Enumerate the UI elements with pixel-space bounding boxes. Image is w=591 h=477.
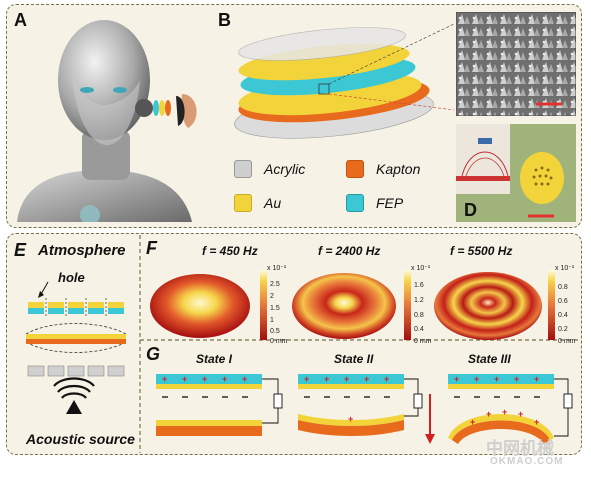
svg-text:+: + [304, 374, 309, 384]
sem-microstructure-image [456, 12, 576, 116]
legend-swatch-fep [346, 194, 364, 212]
svg-text:+: + [348, 414, 353, 424]
svg-text:+: + [486, 409, 491, 419]
svg-text:+: + [470, 417, 475, 427]
svg-text:+: + [364, 374, 369, 384]
freq-label-450: f = 450 Hz [202, 244, 258, 258]
panel-e-schematic [25, 281, 127, 414]
atmosphere-label: Atmosphere [38, 242, 126, 259]
legend-swatch-kapton [346, 160, 364, 178]
watermark-en: OKMAO.COM [490, 456, 564, 467]
svg-text:+: + [514, 374, 519, 384]
panel-dividers [139, 235, 580, 453]
panel-label-f: F [146, 238, 157, 258]
cbar1-tick: 1.5 [270, 305, 280, 312]
svg-text:+: + [324, 374, 329, 384]
legend-label-au: Au [264, 195, 282, 211]
cbar1-tick: 0 mm [270, 338, 288, 345]
state-label-3: State III [468, 352, 511, 366]
svg-text:+: + [502, 407, 507, 417]
acoustic-source-label: Acoustic source [26, 431, 135, 447]
cbar2-exponent: x 10⁻¹ [411, 265, 431, 272]
svg-text:+: + [242, 374, 247, 384]
svg-text:+: + [162, 374, 167, 384]
svg-text:+: + [474, 374, 479, 384]
legend-label-kapton: Kapton [376, 161, 421, 177]
state-label-2: State II [334, 352, 374, 366]
cbar2-tick: 0.8 [414, 312, 424, 319]
panel-label-g: G [146, 344, 161, 364]
robot-head-illustration [17, 20, 197, 222]
cbar1-tick: 1 [270, 317, 274, 324]
device-photo [456, 124, 576, 222]
panel-label-d: D [464, 200, 477, 220]
svg-text:+: + [202, 374, 207, 384]
cbar3-tick: 0.4 [558, 312, 568, 319]
cbar1-tick: 2 [270, 293, 274, 300]
cbar2-tick: 1.2 [414, 297, 424, 304]
state-label-1: State I [196, 352, 233, 366]
svg-text:+: + [454, 374, 459, 384]
panel-label-b: B [218, 10, 231, 30]
vibration-mode-plots [150, 270, 555, 340]
watermark-cn: 中网机械 [486, 439, 554, 459]
working-states-diagram: + + + + + + + + + + + + + + + + + + + + + [156, 374, 573, 444]
panel-label-a: A [14, 10, 27, 30]
legend-swatch-acrylic [234, 160, 252, 178]
svg-text:+: + [384, 374, 389, 384]
hole-label: hole [58, 270, 85, 285]
cbar1-exponent: x 10⁻¹ [267, 265, 287, 272]
cbar1-tick: 0.5 [270, 328, 280, 335]
svg-text:+: + [534, 417, 539, 427]
svg-text:+: + [344, 374, 349, 384]
cbar3-tick: 0.8 [558, 284, 568, 291]
speaker-icon [53, 377, 95, 414]
legend-label-acrylic: Acrylic [264, 161, 306, 177]
svg-text:+: + [494, 374, 499, 384]
cbar2-tick: 0 mm [414, 338, 432, 345]
layered-device-exploded-view [234, 23, 455, 139]
svg-text:+: + [222, 374, 227, 384]
freq-label-2400: f = 2400 Hz [318, 244, 381, 258]
cbar3-tick: 0 mm [558, 338, 576, 345]
panel-label-e: E [14, 240, 27, 260]
cbar3-exponent: x 10⁻¹ [555, 265, 575, 272]
legend-label-fep: FEP [376, 195, 404, 211]
svg-text:+: + [182, 374, 187, 384]
cbar3-tick: 0.6 [558, 298, 568, 305]
cbar2-tick: 0.4 [414, 326, 424, 333]
svg-text:+: + [534, 374, 539, 384]
freq-label-5500: f = 5500 Hz [450, 244, 513, 258]
cbar1-tick: 2.5 [270, 281, 280, 288]
cbar3-tick: 0.2 [558, 326, 568, 333]
cbar2-tick: 1.6 [414, 282, 424, 289]
svg-text:+: + [518, 409, 523, 419]
legend-swatch-au [234, 194, 252, 212]
